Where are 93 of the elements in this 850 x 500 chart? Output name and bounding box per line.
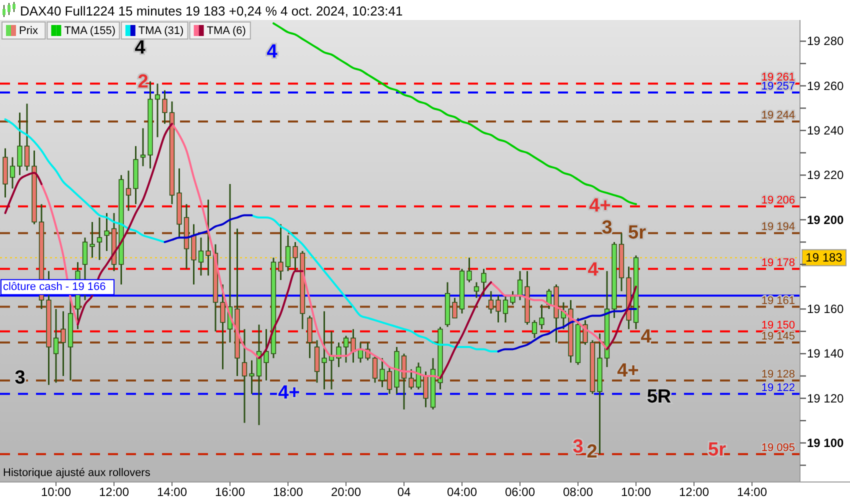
y-tick-label: 19 140 xyxy=(807,346,844,361)
candlestick xyxy=(285,234,291,272)
candlestick xyxy=(539,304,544,330)
ref-line-label: 19 257 xyxy=(761,80,795,93)
annotation: 4+ xyxy=(278,382,300,404)
legend-label: TMA (6) xyxy=(206,25,246,37)
candlestick xyxy=(502,294,508,324)
candlestick xyxy=(380,357,385,388)
candlestick xyxy=(532,319,538,339)
candlestick xyxy=(408,368,414,390)
candlestick xyxy=(249,360,254,395)
candlestick xyxy=(292,241,298,272)
ref-line-label: 19 122 xyxy=(761,382,795,394)
candlestick xyxy=(24,102,30,172)
x-tick-label: 10:00 xyxy=(620,485,652,499)
candlestick xyxy=(10,156,16,190)
y-tick-label: 19 260 xyxy=(807,78,844,93)
candlestick xyxy=(386,366,392,395)
x-tick-label: 12:00 xyxy=(678,485,710,499)
candlestick xyxy=(162,90,168,125)
ref-line-label: 19 150 xyxy=(761,319,795,332)
candlestick xyxy=(17,112,22,176)
chart-title: DAX40 Full1224 15 minutes 19 183 +0,24 % 4 oct. 2024, 10:23:41 xyxy=(20,4,403,18)
candlestick xyxy=(481,268,486,296)
annotation: 4 xyxy=(640,326,652,348)
annotation: 3 xyxy=(572,436,584,458)
ref-line-label: 19 145 xyxy=(761,330,795,343)
candlestick xyxy=(322,310,327,390)
candlestick xyxy=(90,221,95,258)
y-tick-label: 19 280 xyxy=(807,34,844,48)
legend-label: TMA (155) xyxy=(64,25,116,37)
candlestick xyxy=(264,328,269,382)
ref-line-label: 19 095 xyxy=(761,442,795,454)
annotation: 4+ xyxy=(589,196,611,216)
candlestick xyxy=(517,270,523,301)
candlestick xyxy=(423,370,428,408)
x-tick-label: 10:00 xyxy=(40,485,72,499)
candlestick xyxy=(242,328,248,424)
x-tick-label: 16:00 xyxy=(214,485,246,499)
candlestick xyxy=(278,223,284,281)
x-tick-label: 04:00 xyxy=(446,485,478,499)
y-tick-label: 19 200 xyxy=(807,212,844,227)
legend-label: Prix xyxy=(19,25,38,37)
candlestick xyxy=(60,310,66,377)
annotation: 5r xyxy=(628,222,647,244)
annotation: 4 xyxy=(134,38,146,58)
candlestick xyxy=(220,284,226,370)
x-tick-label: 04 xyxy=(397,485,411,499)
annotation: Historique ajusté aux rollovers xyxy=(3,467,151,479)
annotation: 5r xyxy=(708,440,727,460)
annotation: 2 xyxy=(138,72,148,92)
candlestick xyxy=(140,127,146,167)
candlestick xyxy=(496,294,501,324)
ref-line-label: 19 244 xyxy=(761,110,795,122)
ref-line-label: clôture cash - 19 166 xyxy=(3,281,106,294)
candlestick xyxy=(96,216,102,261)
y-tick-label: 19 160 xyxy=(807,302,844,316)
candlestick xyxy=(488,290,494,314)
candlestick xyxy=(154,82,160,138)
candlestick xyxy=(350,328,356,364)
annotation: 4 xyxy=(588,260,599,280)
candlestick xyxy=(206,198,211,276)
candlestick xyxy=(126,170,132,212)
x-tick-label: 08:00 xyxy=(562,485,594,499)
ref-line-label: 19 206 xyxy=(761,194,795,206)
candlestick xyxy=(452,297,458,319)
annotation: 4 xyxy=(266,42,278,62)
x-tick-label: 14:00 xyxy=(736,485,768,499)
y-tick-label: 19 100 xyxy=(807,436,844,450)
legend-label: TMA (31) xyxy=(138,25,184,37)
x-tick-label: 12:00 xyxy=(98,485,130,499)
ref-line-label: 19 178 xyxy=(761,256,795,269)
y-tick-label: 19 120 xyxy=(807,391,844,406)
annotation: 2 xyxy=(586,442,598,462)
annotation: 4+ xyxy=(617,360,639,382)
y-tick-label: 19 220 xyxy=(807,168,844,182)
candlestick xyxy=(343,335,349,364)
candlestick xyxy=(466,256,472,283)
ref-line-label: 19 128 xyxy=(761,368,795,380)
candlestick xyxy=(474,281,480,299)
ref-line-label: 19 161 xyxy=(761,294,795,307)
x-tick-label: 14:00 xyxy=(156,485,188,499)
candlestick xyxy=(104,212,110,252)
ref-line-label: 19 183 xyxy=(806,250,843,265)
candlestick xyxy=(53,308,59,384)
y-tick-label: 19 240 xyxy=(807,123,844,138)
x-tick-label: 18:00 xyxy=(272,485,304,499)
annotation: 3 xyxy=(602,218,612,238)
x-tick-label: 20:00 xyxy=(330,485,362,499)
candlestick xyxy=(198,236,204,276)
x-tick-label: 06:00 xyxy=(504,485,536,499)
ref-line-label: 19 194 xyxy=(761,221,795,234)
candlestick xyxy=(372,355,378,384)
